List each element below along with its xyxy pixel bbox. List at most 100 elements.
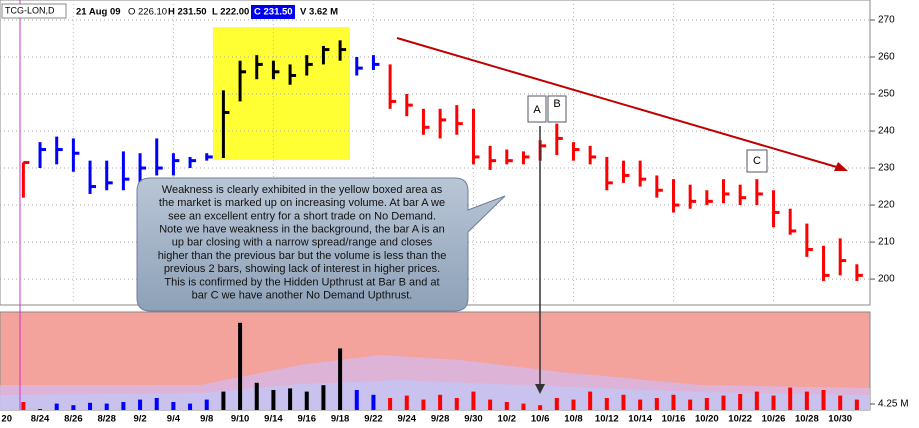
volume-bar	[638, 399, 643, 410]
label-c: C	[753, 155, 761, 167]
volume-bar	[271, 390, 276, 410]
x-tick-label: 9/8	[200, 414, 213, 425]
volume-bar	[71, 405, 76, 410]
y2-tick-label: 4.25 M	[878, 399, 909, 410]
header-low: L 222.00	[212, 7, 249, 18]
x-tick-label: 10/26	[762, 414, 786, 425]
x-tick-label: 10/6	[531, 414, 550, 425]
x-tick-label: 9/18	[331, 414, 350, 425]
volume-bar	[438, 394, 443, 410]
volume-bar	[704, 398, 709, 410]
volume-bar	[404, 395, 409, 410]
callout-line: see an excellent entry for a short trade…	[168, 210, 436, 222]
x-tick-label: 10/20	[695, 414, 719, 425]
volume-bar	[154, 398, 159, 410]
header-date: 21 Aug 09	[76, 7, 121, 18]
x-tick-label: 9/10	[231, 414, 250, 425]
y-tick-label: 210	[878, 237, 895, 248]
callout-line: up bar closing with a narrow spread/rang…	[172, 237, 433, 249]
volume-bar	[321, 385, 326, 410]
highlight-box	[213, 27, 350, 160]
volume-bar	[371, 394, 376, 410]
label-a: A	[533, 104, 541, 116]
volume-bar	[21, 402, 26, 410]
x-tick-label: 9/22	[364, 414, 383, 425]
volume-bar	[121, 402, 126, 410]
volume-bar	[521, 403, 526, 410]
y-tick-label: 200	[878, 274, 895, 285]
volume-bar	[738, 394, 743, 410]
x-tick-label: 9/28	[431, 414, 450, 425]
symbol-box	[1, 3, 67, 19]
label-box	[527, 95, 547, 123]
x-tick-label: 9/30	[464, 414, 483, 425]
volume-bar	[104, 403, 109, 410]
volume-bar	[754, 391, 759, 410]
x-tick-label: 10/28	[795, 414, 819, 425]
volume-bar	[171, 402, 176, 410]
x-tick-label: 10/22	[728, 414, 752, 425]
volume-bar	[654, 398, 659, 410]
volume-bar	[288, 388, 293, 410]
x-tick-label: 9/4	[167, 414, 181, 425]
volume-bar	[204, 399, 209, 410]
callout-line: Note we have weakness in the background,…	[159, 224, 445, 236]
header-volume: V 3.62 M	[300, 7, 338, 18]
volume-bar	[554, 398, 559, 410]
volume-bar	[588, 391, 593, 410]
y-tick-label: 220	[878, 200, 895, 211]
close-box	[251, 5, 295, 19]
volume-bar	[571, 399, 576, 410]
volume-bar	[421, 399, 426, 410]
volume-bar	[238, 322, 243, 410]
volume-bar	[804, 391, 809, 410]
x-tick-label: 8/28	[97, 414, 116, 425]
volume-band-inner	[0, 380, 870, 410]
x-tick-label: 10/14	[628, 414, 652, 425]
y-tick-label: 250	[878, 89, 895, 100]
volume-bar	[454, 398, 459, 410]
header-high: H 231.50	[168, 7, 207, 18]
volume-bar	[338, 348, 343, 410]
trend-arrowhead	[834, 162, 848, 171]
volume-bar	[188, 403, 193, 410]
pointer-arrowhead	[535, 384, 545, 394]
x-tick-label: 20	[1, 414, 12, 425]
y-tick-label: 260	[878, 52, 895, 63]
x-tick-label: 10/2	[498, 414, 517, 425]
callout-line: Weakness is clearly exhibited in the yel…	[162, 184, 443, 196]
trend-arrow	[396, 37, 841, 169]
volume-bar	[504, 402, 509, 410]
volume-bar	[488, 399, 493, 410]
label-box	[547, 95, 567, 123]
x-tick-label: 8/24	[31, 414, 50, 425]
y-tick-label: 270	[878, 15, 895, 26]
volume-bar	[88, 402, 93, 410]
x-tick-label: 9/16	[298, 414, 317, 425]
callout-line: the market is marked up on increasing vo…	[159, 197, 445, 209]
label-b: B	[553, 98, 560, 110]
callout-line: bar C we have another No Demand Upthrust…	[192, 290, 413, 302]
volume-bar	[138, 399, 143, 410]
volume-bar	[604, 398, 609, 410]
y-tick-label: 230	[878, 163, 895, 174]
y-tick-label: 240	[878, 126, 895, 137]
symbol: TCG-LON,D	[5, 5, 55, 15]
x-tick-label: 10/8	[564, 414, 583, 425]
volume-bar	[771, 395, 776, 410]
volume-bar	[254, 382, 259, 410]
volume-bar	[221, 391, 226, 410]
x-tick-label: 8/26	[64, 414, 83, 425]
volume-bar	[621, 394, 626, 410]
x-tick-label: 9/14	[264, 414, 283, 425]
volume-bar	[471, 391, 476, 410]
volume-bar	[838, 395, 843, 410]
volume-bar	[854, 399, 859, 410]
volume-bar	[671, 394, 676, 410]
x-tick-label: 9/24	[398, 414, 417, 425]
volume-bar	[788, 387, 793, 410]
header-open: O 226.10	[128, 7, 167, 18]
x-tick-label: 10/12	[595, 414, 619, 425]
volume-bar	[688, 399, 693, 410]
volume-bar	[354, 390, 359, 410]
